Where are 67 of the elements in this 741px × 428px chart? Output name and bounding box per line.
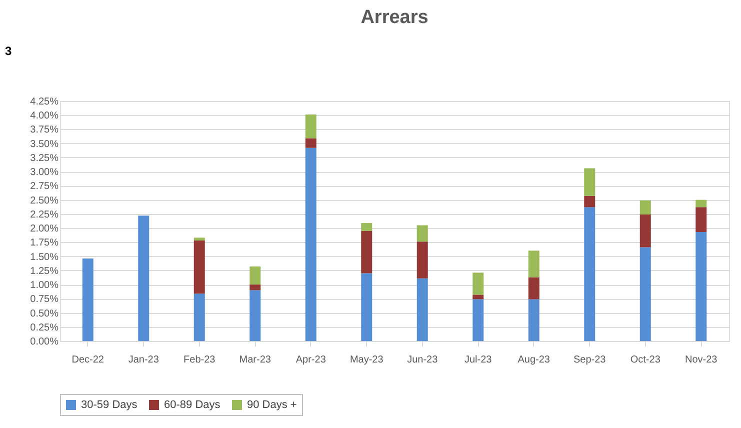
bar — [528, 277, 540, 300]
x-tick-label: May-23 — [350, 354, 384, 366]
bar — [194, 238, 205, 240]
bar — [472, 294, 484, 300]
legend-label: 60-89 Days — [164, 399, 221, 411]
bar — [361, 230, 372, 274]
bar — [305, 114, 316, 138]
bar — [472, 272, 484, 295]
x-tick-label: Jan-23 — [128, 354, 160, 366]
bar — [82, 258, 94, 341]
bar — [250, 284, 261, 290]
x-tick-label: Oct-23 — [630, 354, 661, 366]
y-tick-label: 2.75% — [30, 181, 59, 192]
bar — [584, 207, 596, 341]
y-tick-label: 4.25% — [30, 96, 59, 108]
legend-label: 90 Days + — [247, 399, 297, 411]
x-tick-label: Jun-23 — [407, 354, 438, 366]
bar — [138, 216, 150, 341]
bar — [305, 138, 316, 148]
legend-label: 30-59 Days — [81, 399, 138, 411]
bar — [416, 242, 428, 278]
y-tick-label: 0.00% — [30, 336, 59, 348]
y-tick-label: 3.25% — [30, 152, 59, 164]
bar — [194, 294, 205, 341]
x-tick-label: Dec-22 — [72, 354, 104, 366]
bar — [584, 168, 596, 196]
y-tick-label: 1.75% — [30, 238, 59, 249]
x-tick-label: Jul-23 — [464, 354, 492, 366]
x-tick-label: Nov-23 — [685, 354, 718, 366]
bar — [696, 207, 707, 232]
bar — [250, 266, 261, 285]
y-tick-label: 3.00% — [30, 167, 59, 178]
y-tick-label: 1.00% — [30, 280, 59, 292]
bar — [640, 200, 651, 215]
bar — [696, 232, 707, 341]
bar — [416, 278, 428, 341]
y-tick-label: 1.50% — [30, 252, 59, 263]
x-tick-label: Mar-23 — [239, 354, 272, 366]
bar — [528, 250, 540, 278]
y-tick-label: 4.00% — [30, 110, 59, 122]
bar — [528, 299, 540, 341]
bar — [361, 273, 372, 341]
bar — [416, 225, 428, 242]
bar — [640, 247, 651, 341]
text: 3 — [5, 44, 12, 58]
x-tick-label: Feb-23 — [184, 354, 216, 366]
y-tick-label: 1.25% — [30, 266, 59, 277]
x-tick-label: Aug-23 — [518, 354, 550, 366]
bar — [472, 299, 484, 341]
bar — [584, 196, 596, 208]
y-tick-label: 0.75% — [30, 294, 59, 306]
y-tick-label: 2.50% — [30, 195, 59, 206]
x-tick-label: Apr-23 — [296, 354, 326, 366]
bar — [640, 214, 651, 248]
y-tick-label: 2.00% — [30, 224, 59, 235]
bar — [194, 240, 205, 294]
bar — [305, 148, 316, 341]
y-tick-label: 0.50% — [30, 308, 59, 320]
y-tick-label: 3.75% — [30, 124, 59, 136]
y-tick-label: 0.25% — [30, 322, 59, 334]
chart-title: Arrears — [360, 7, 428, 28]
bar — [361, 222, 372, 231]
x-tick-label: Sep-23 — [574, 354, 606, 366]
y-tick-label: 2.25% — [30, 209, 59, 220]
y-tick-label: 3.50% — [30, 138, 59, 150]
bar — [696, 200, 707, 208]
bar — [250, 290, 261, 341]
